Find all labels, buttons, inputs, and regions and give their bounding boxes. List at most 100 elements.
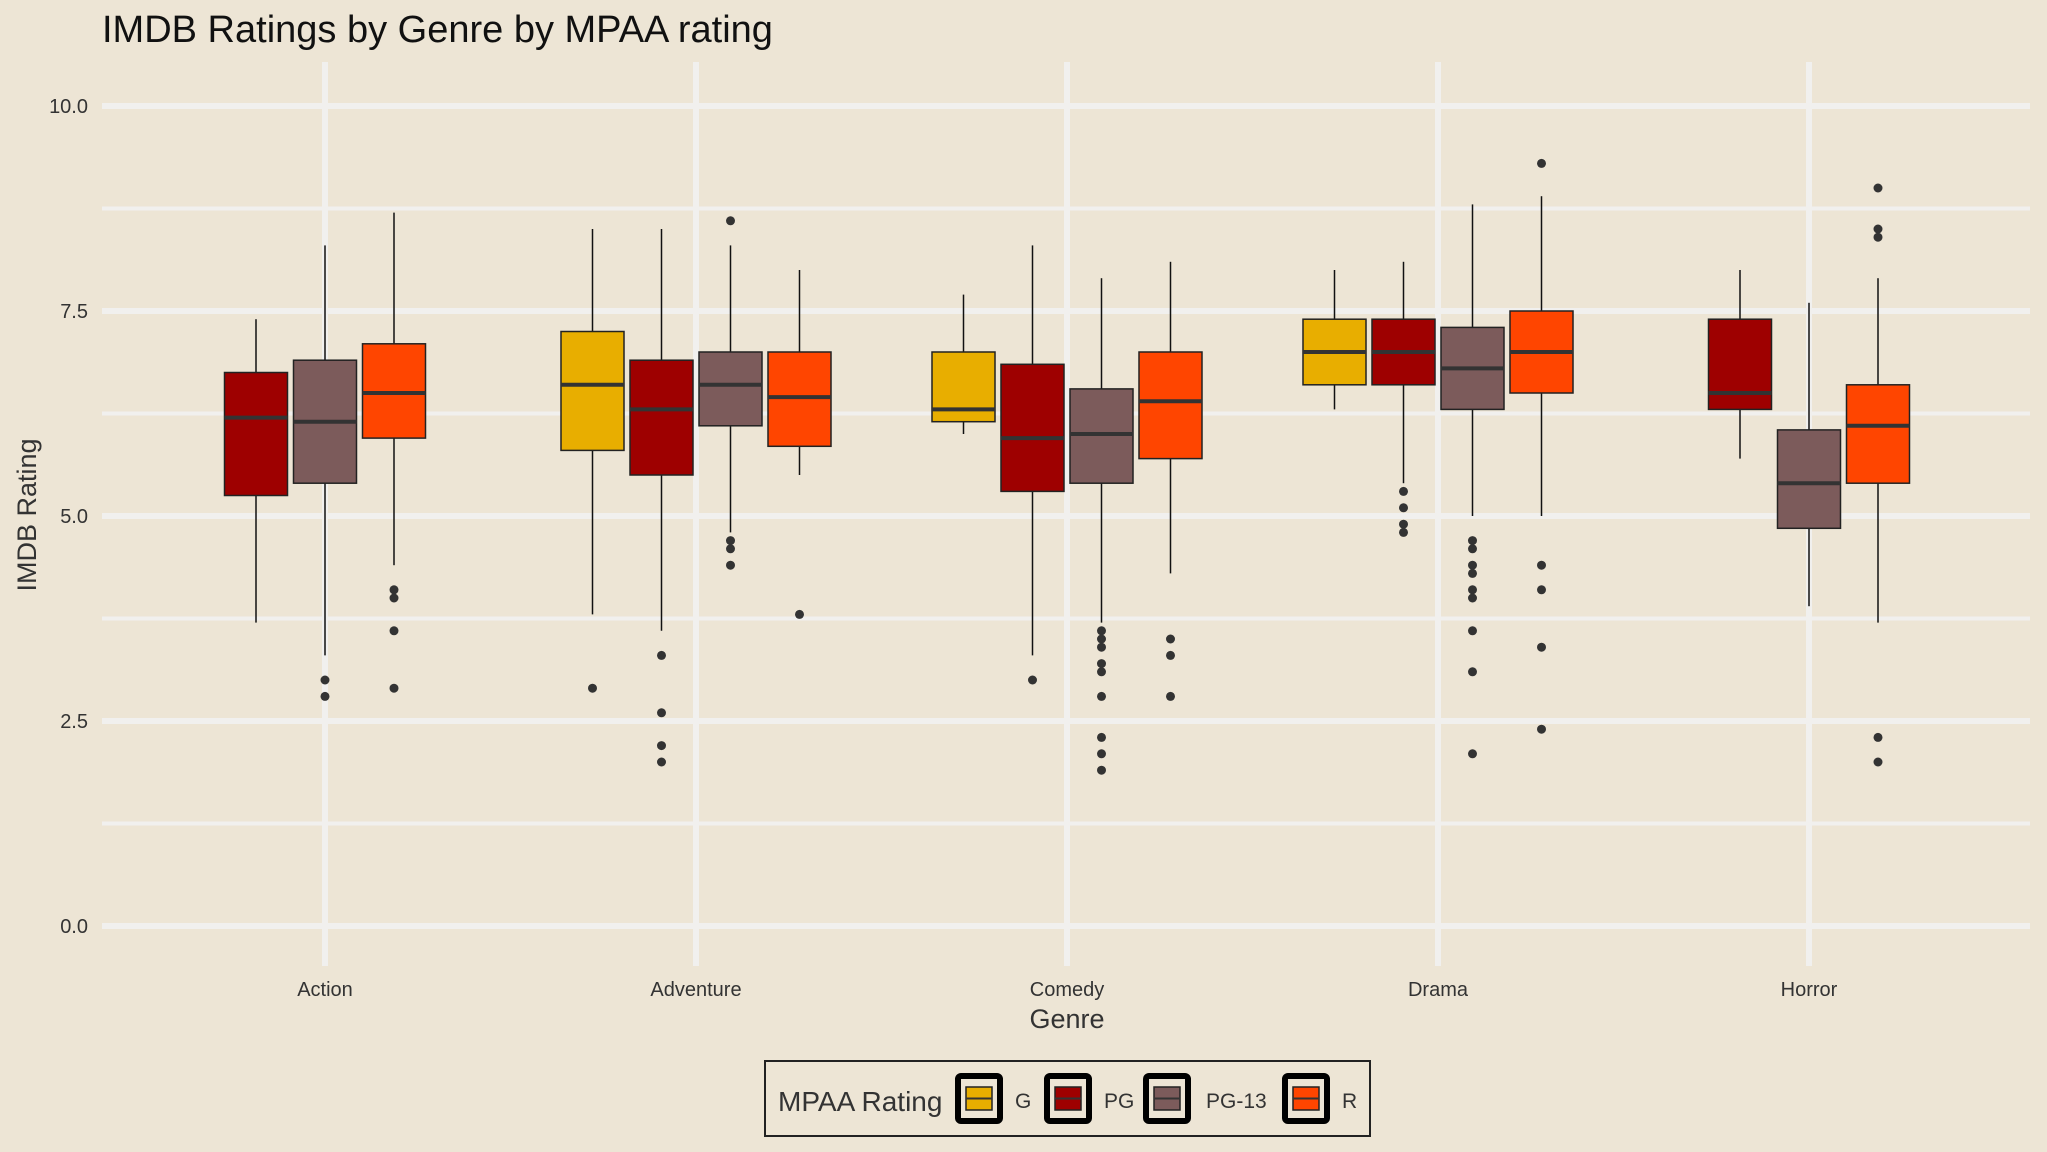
outlier-point bbox=[1399, 503, 1408, 513]
box-R-Horror bbox=[1845, 183, 1911, 767]
outlier-point bbox=[1166, 634, 1175, 644]
box-iqr bbox=[1000, 363, 1065, 493]
y-tick-label: 0.0 bbox=[60, 916, 88, 938]
box-G-Drama bbox=[1302, 270, 1367, 410]
box-iqr bbox=[629, 359, 694, 476]
box-PG-13-Drama bbox=[1440, 204, 1505, 759]
box-iqr bbox=[1707, 318, 1773, 411]
box-iqr bbox=[1069, 388, 1134, 484]
legend-frame bbox=[764, 1060, 1371, 1137]
legend-key-frame bbox=[1044, 1073, 1092, 1124]
box-iqr bbox=[361, 343, 427, 439]
outlier-point bbox=[1097, 667, 1106, 677]
legend-item-G: G bbox=[955, 1073, 1031, 1124]
outlier-point bbox=[1468, 560, 1477, 570]
box-iqr bbox=[223, 371, 289, 497]
x-axis-ticks: Action Adventure Comedy Drama Horror bbox=[297, 979, 1837, 1001]
outlier-point bbox=[1468, 749, 1477, 759]
outlier-point bbox=[1028, 675, 1037, 685]
outlier-point bbox=[320, 691, 330, 701]
box-iqr bbox=[698, 351, 763, 427]
outlier-point bbox=[320, 675, 330, 685]
x-tick-label: Horror bbox=[1781, 979, 1838, 1001]
outlier-point bbox=[1468, 667, 1477, 677]
outlier-point bbox=[1166, 650, 1175, 660]
outlier-point bbox=[389, 683, 399, 693]
outlier-point bbox=[1873, 732, 1883, 742]
boxes-layer bbox=[223, 158, 1911, 775]
outlier-point bbox=[657, 708, 666, 718]
x-axis-title: Genre bbox=[1029, 1004, 1104, 1034]
outlier-point bbox=[389, 626, 399, 636]
x-tick-label: Action bbox=[297, 979, 353, 1001]
outlier-point bbox=[1399, 519, 1408, 529]
outlier-point bbox=[1468, 544, 1477, 554]
box-G-Adventure bbox=[560, 229, 625, 693]
outlier-point bbox=[726, 216, 735, 226]
legend-item-R: R bbox=[1282, 1073, 1357, 1124]
outlier-point bbox=[726, 536, 735, 546]
box-PG-13-Adventure bbox=[698, 216, 763, 570]
box-PG-13-Action bbox=[292, 245, 358, 701]
outlier-point bbox=[1873, 183, 1883, 193]
box-iqr bbox=[767, 351, 832, 448]
x-tick-label: Comedy bbox=[1030, 979, 1104, 1001]
box-iqr bbox=[560, 330, 625, 452]
legend-items: G PG PG-13 R bbox=[955, 1073, 1357, 1124]
box-PG-Adventure bbox=[629, 229, 694, 767]
y-axis-title: IMDB Rating bbox=[12, 438, 42, 591]
outlier-point bbox=[1166, 691, 1175, 701]
outlier-point bbox=[1468, 626, 1477, 636]
outlier-point bbox=[1873, 757, 1883, 767]
outlier-point bbox=[1097, 659, 1106, 669]
outlier-point bbox=[657, 757, 666, 767]
grid bbox=[102, 62, 2030, 966]
y-tick-label: 2.5 bbox=[60, 711, 88, 733]
chart-title: IMDB Ratings by Genre by MPAA rating bbox=[102, 9, 773, 51]
box-R-Adventure bbox=[767, 270, 832, 619]
outlier-point bbox=[657, 741, 666, 751]
outlier-point bbox=[1537, 642, 1546, 652]
box-R-Comedy bbox=[1138, 261, 1203, 701]
outlier-point bbox=[1873, 224, 1883, 234]
box-R-Action bbox=[361, 212, 427, 693]
y-tick-label: 7.5 bbox=[60, 301, 88, 323]
box-PG-Action bbox=[223, 319, 289, 623]
outlier-point bbox=[726, 560, 735, 570]
box-iqr bbox=[1776, 429, 1842, 530]
legend-title: MPAA Rating bbox=[778, 1086, 942, 1117]
legend-key-frame bbox=[955, 1073, 1003, 1124]
box-iqr bbox=[1845, 384, 1911, 484]
legend-item-PG-13: PG-13 bbox=[1143, 1073, 1267, 1124]
box-R-Drama bbox=[1509, 158, 1574, 734]
outlier-point bbox=[1468, 568, 1477, 578]
outlier-point bbox=[1097, 749, 1106, 759]
legend-item-label: R bbox=[1342, 1090, 1357, 1113]
outlier-point bbox=[1537, 724, 1546, 734]
legend-key-frame bbox=[1143, 1073, 1191, 1124]
outlier-point bbox=[1873, 232, 1883, 242]
outlier-point bbox=[1097, 732, 1106, 742]
y-tick-label: 10.0 bbox=[49, 96, 88, 118]
box-G-Comedy bbox=[931, 294, 996, 434]
outlier-point bbox=[1097, 626, 1106, 636]
outlier-point bbox=[389, 585, 399, 595]
outlier-point bbox=[588, 683, 597, 693]
legend-item-PG: PG bbox=[1044, 1073, 1134, 1124]
outlier-point bbox=[1097, 765, 1106, 775]
outlier-point bbox=[1468, 593, 1477, 603]
outlier-point bbox=[1097, 634, 1106, 644]
legend-key-frame bbox=[1282, 1073, 1330, 1124]
box-PG-Comedy bbox=[1000, 245, 1065, 685]
box-iqr bbox=[1138, 351, 1203, 460]
box-PG-13-Horror bbox=[1776, 302, 1842, 607]
outlier-point bbox=[795, 609, 804, 619]
x-tick-label: Drama bbox=[1408, 979, 1469, 1001]
x-tick-label: Adventure bbox=[650, 979, 741, 1001]
outlier-point bbox=[1468, 536, 1477, 546]
legend-item-label: PG-13 bbox=[1206, 1090, 1267, 1113]
y-axis-ticks: 0.0 2.5 5.0 7.5 10.0 bbox=[49, 96, 88, 938]
outlier-point bbox=[389, 593, 399, 603]
outlier-point bbox=[726, 544, 735, 554]
